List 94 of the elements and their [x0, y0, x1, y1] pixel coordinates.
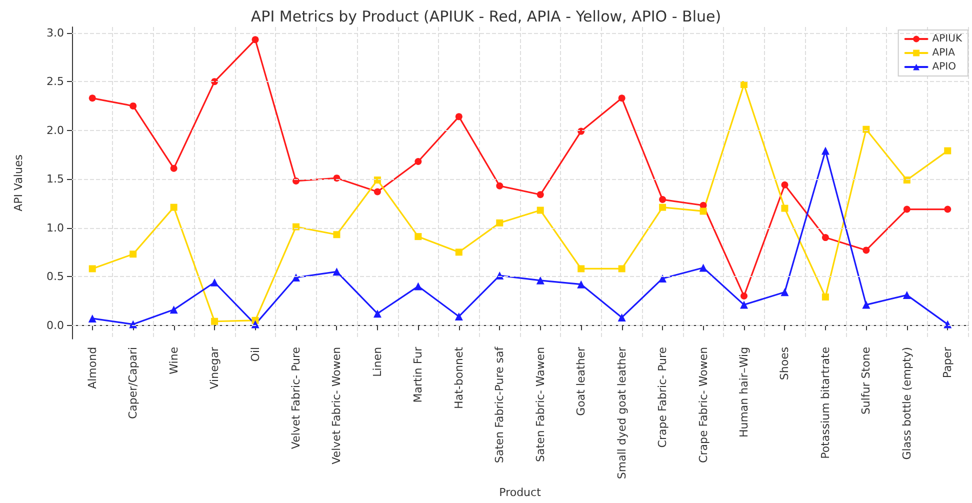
legend-label: APIUK	[932, 34, 962, 44]
point	[944, 206, 952, 213]
x-tick-label: Sulfur Stone	[860, 346, 873, 415]
y-tick-label: 0.5	[46, 270, 64, 284]
x-tick-label: Paper	[941, 346, 954, 378]
point	[577, 280, 586, 288]
point	[332, 268, 341, 276]
point	[699, 264, 708, 272]
point	[251, 320, 260, 328]
point	[292, 223, 300, 230]
point	[700, 208, 707, 215]
point	[862, 126, 870, 133]
point	[496, 219, 504, 226]
point	[333, 231, 340, 238]
legend-label: APIO	[932, 62, 956, 72]
point	[536, 191, 544, 198]
x-tick-label: Martin Fur	[412, 346, 425, 403]
point	[618, 94, 626, 102]
point	[374, 176, 381, 184]
x-tick-label: Human hair–Wig	[738, 346, 750, 438]
point	[740, 292, 748, 300]
x-tick-label: Hat-bonnet	[452, 346, 466, 409]
point	[780, 288, 789, 296]
point	[536, 206, 544, 214]
point	[944, 320, 952, 328]
point	[170, 306, 178, 314]
y-tick-label: 3.0	[46, 26, 64, 40]
x-tick-label: Crape Fabric- Pure	[656, 346, 670, 448]
point	[374, 188, 381, 196]
point	[129, 320, 138, 328]
point	[781, 181, 788, 188]
y-tick-label: 2.0	[46, 124, 64, 137]
point	[414, 282, 422, 290]
x-tick-label: Saten Fabric- Wawen	[534, 346, 547, 462]
x-tick-label: Wine	[167, 346, 180, 374]
point	[414, 158, 422, 166]
point	[659, 196, 666, 204]
point	[252, 36, 259, 44]
point	[496, 182, 504, 190]
point	[454, 312, 463, 320]
point	[822, 294, 829, 300]
point	[781, 204, 788, 212]
point	[455, 113, 462, 120]
point	[130, 102, 137, 110]
x-tick-label: Small dyed goat leather	[615, 346, 628, 480]
point	[821, 146, 830, 155]
x-axis-title: Product	[499, 486, 542, 499]
x-tick-label: Linen	[370, 346, 384, 377]
x-tick-label: Potassium bitartrate	[818, 346, 832, 459]
x-tick-label: Glass bottle (empty)	[900, 346, 914, 460]
x-tick-label: Shoes	[778, 346, 792, 380]
point	[822, 234, 829, 242]
x-tick-label: Oil	[248, 346, 262, 362]
x-tick-label: Velvet Fabric- Pure	[290, 346, 302, 450]
x-tick-label: Saten Fabric-Pure saf	[493, 346, 506, 464]
point	[862, 246, 870, 254]
legend-label: APIA	[932, 48, 956, 58]
point	[740, 300, 748, 309]
y-axis-title: API Values	[12, 154, 25, 212]
y-tick-label: 2.5	[46, 75, 64, 88]
point	[903, 176, 910, 184]
chart-title: API Metrics by Product (APIUK - Red, APIA - Yellow, APIO - Blue)	[250, 8, 722, 26]
y-tick-label: 1.0	[46, 221, 64, 234]
point	[658, 274, 667, 282]
point	[618, 265, 626, 272]
x-tick-label: Velvet Fabric- Wowen	[330, 346, 344, 464]
point	[292, 274, 300, 282]
point	[414, 233, 422, 240]
point	[455, 248, 462, 256]
point	[88, 265, 96, 272]
point	[170, 164, 178, 172]
point	[88, 94, 96, 102]
x-tick-label: Almond	[86, 346, 99, 389]
point	[862, 300, 870, 309]
x-tick-label: Vinegar	[208, 346, 222, 390]
y-tick-label: 0.0	[46, 318, 64, 332]
x-tick-label: Goat leather	[574, 346, 588, 416]
point	[903, 206, 910, 213]
point	[618, 313, 626, 322]
point	[659, 204, 666, 211]
point	[536, 276, 544, 284]
point	[170, 204, 178, 211]
point	[902, 291, 911, 300]
point	[373, 310, 382, 318]
point	[578, 265, 585, 272]
point	[210, 278, 219, 286]
y-tick-label: 1.5	[46, 172, 64, 186]
x-tick-label: Crape Fabric- Wowen	[696, 346, 710, 463]
point	[211, 318, 218, 325]
point	[944, 147, 952, 154]
point	[740, 81, 748, 88]
x-tick-label: Caper/Capari	[126, 346, 140, 420]
point	[88, 314, 96, 322]
point	[130, 250, 137, 258]
